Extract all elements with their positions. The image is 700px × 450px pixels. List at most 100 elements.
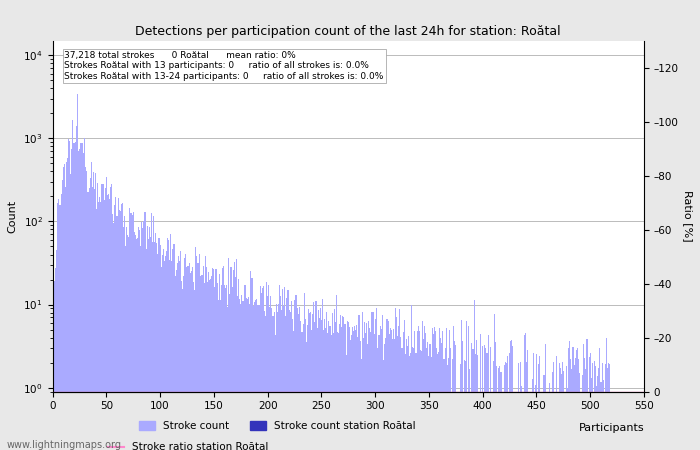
Bar: [91, 162, 92, 450]
Bar: [156, 243, 158, 450]
Bar: [525, 333, 526, 450]
Bar: [282, 288, 284, 450]
Bar: [337, 332, 338, 450]
Bar: [449, 330, 450, 450]
Bar: [172, 249, 174, 450]
Bar: [409, 356, 410, 450]
Bar: [142, 228, 144, 450]
Bar: [372, 312, 374, 450]
Bar: [241, 295, 242, 450]
Bar: [239, 300, 240, 450]
Bar: [242, 302, 244, 450]
Bar: [598, 368, 599, 450]
Bar: [366, 324, 367, 450]
Bar: [60, 205, 61, 450]
Bar: [284, 287, 286, 450]
Bar: [367, 343, 368, 450]
Bar: [575, 350, 577, 450]
Bar: [278, 305, 279, 450]
Bar: [549, 382, 550, 450]
Bar: [295, 295, 296, 450]
Bar: [302, 324, 304, 450]
Bar: [362, 312, 363, 450]
Bar: [531, 379, 533, 450]
Bar: [482, 346, 483, 450]
Bar: [320, 307, 321, 450]
Bar: [380, 326, 381, 450]
Bar: [290, 301, 292, 450]
Bar: [67, 158, 68, 450]
Bar: [398, 326, 399, 450]
Bar: [420, 350, 421, 450]
Bar: [418, 326, 419, 450]
Bar: [298, 314, 300, 450]
Bar: [66, 162, 67, 450]
Bar: [238, 279, 239, 450]
Bar: [582, 375, 583, 450]
Bar: [539, 356, 540, 450]
Bar: [188, 263, 190, 450]
Bar: [170, 234, 172, 450]
Bar: [446, 328, 447, 450]
Bar: [230, 267, 232, 450]
Bar: [223, 266, 224, 450]
Bar: [144, 212, 146, 450]
Bar: [322, 299, 323, 450]
Bar: [396, 317, 397, 450]
Bar: [148, 239, 149, 450]
Bar: [596, 387, 597, 450]
Bar: [240, 304, 241, 450]
Bar: [383, 360, 384, 450]
Bar: [442, 332, 443, 450]
Bar: [294, 300, 295, 450]
Bar: [350, 340, 351, 450]
Bar: [246, 299, 248, 450]
Bar: [272, 316, 274, 450]
Bar: [61, 194, 62, 450]
Bar: [266, 282, 267, 450]
Bar: [311, 330, 312, 450]
Bar: [585, 369, 587, 450]
Bar: [70, 174, 71, 450]
Bar: [447, 365, 448, 450]
Bar: [434, 327, 435, 450]
Bar: [108, 194, 109, 450]
Bar: [553, 362, 554, 450]
Bar: [244, 285, 246, 450]
Bar: [370, 332, 372, 450]
Bar: [190, 271, 192, 450]
Bar: [56, 249, 57, 450]
Bar: [206, 283, 208, 450]
Bar: [356, 325, 358, 450]
Bar: [566, 366, 567, 450]
Bar: [334, 309, 335, 450]
Bar: [335, 322, 336, 450]
Bar: [429, 344, 430, 450]
Bar: [77, 94, 78, 450]
Bar: [308, 309, 309, 450]
Bar: [477, 355, 478, 450]
Bar: [338, 333, 339, 450]
Bar: [225, 288, 226, 450]
Bar: [411, 305, 412, 450]
Bar: [93, 171, 94, 450]
Bar: [486, 352, 487, 450]
Bar: [96, 209, 97, 450]
Bar: [102, 184, 104, 450]
Bar: [321, 320, 322, 450]
Bar: [510, 341, 511, 450]
Bar: [439, 328, 440, 450]
Bar: [124, 216, 125, 450]
Bar: [386, 320, 388, 450]
Bar: [122, 203, 123, 450]
Bar: [195, 248, 196, 450]
Bar: [254, 302, 256, 450]
Bar: [174, 276, 176, 450]
Bar: [304, 319, 306, 450]
Bar: [427, 342, 428, 450]
Bar: [397, 336, 398, 450]
Bar: [211, 276, 212, 450]
Bar: [469, 369, 470, 450]
Text: www.lightningmaps.org: www.lightningmaps.org: [7, 440, 122, 450]
Bar: [332, 333, 334, 450]
